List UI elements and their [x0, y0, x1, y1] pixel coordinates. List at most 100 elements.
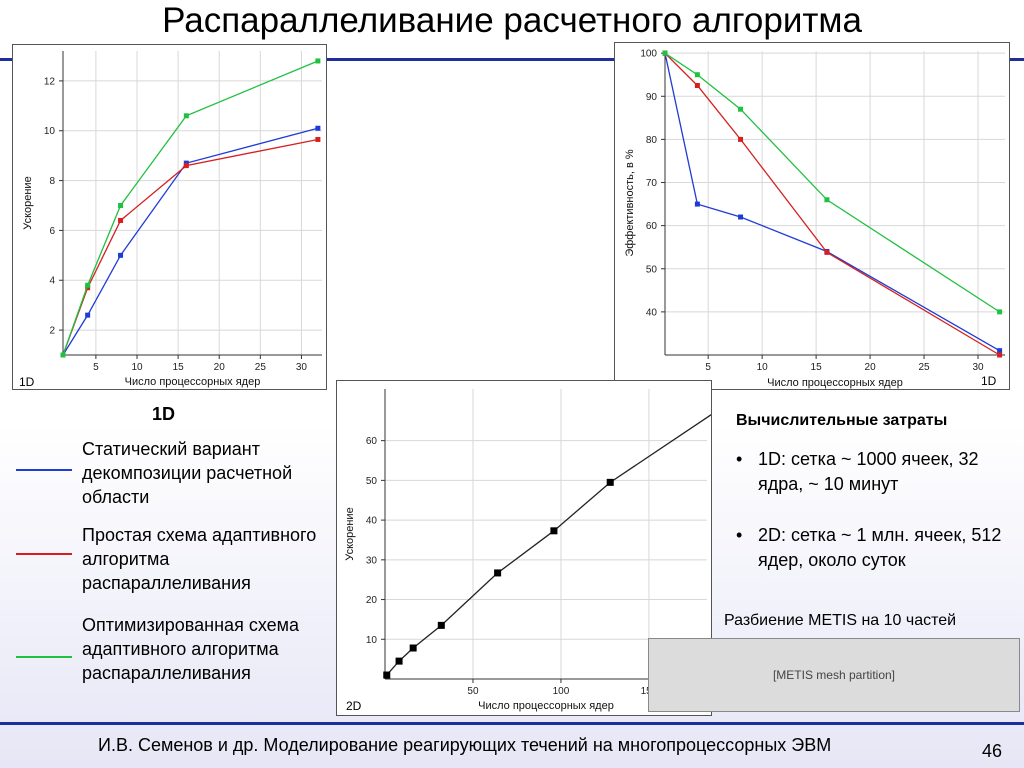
- costs-heading: Вычислительные затраты: [736, 412, 948, 429]
- y-tick-label: 6: [49, 226, 55, 237]
- data-point: [738, 214, 744, 220]
- x-tick-label: 20: [214, 362, 226, 373]
- bottom-rule: [0, 722, 1024, 725]
- y-tick-label: 8: [49, 176, 55, 187]
- y-tick-label: 40: [646, 307, 658, 318]
- x-tick-label: 15: [173, 362, 185, 373]
- y-tick-label: 4: [49, 276, 55, 287]
- series-line: [62, 60, 319, 356]
- x-tick-label: 30: [972, 362, 984, 373]
- data-point: [409, 644, 417, 652]
- data-point: [824, 249, 830, 255]
- y-tick-label: 60: [366, 436, 378, 447]
- data-point: [662, 50, 668, 56]
- data-point: [738, 136, 744, 142]
- data-point: [118, 252, 124, 258]
- data-point: [183, 163, 189, 169]
- data-point: [85, 312, 91, 318]
- legend-line-red: [16, 553, 72, 555]
- data-point: [606, 478, 614, 486]
- data-point: [997, 348, 1003, 354]
- y-tick-label: 90: [646, 92, 658, 103]
- y-tick-label: 10: [44, 126, 56, 137]
- data-point: [315, 136, 321, 142]
- y-axis-label: Ускорение: [22, 176, 34, 229]
- series-line: [62, 138, 319, 356]
- footer-text: И.В. Семенов и др. Моделирование реагиру…: [98, 735, 832, 755]
- y-axis-label: Ускорение: [344, 507, 356, 560]
- efficiency-1d-panel: 5 10 15 20 25 30 40 50 60 70 80 90 100 Число процессо…: [614, 42, 1010, 390]
- x-tick-label: 20: [865, 362, 877, 373]
- series-line: [62, 127, 319, 356]
- data-point: [997, 309, 1003, 315]
- x-tick-label: 50: [467, 686, 479, 697]
- data-point: [694, 72, 700, 78]
- efficiency-1d-chart: 5 10 15 20 25 30 40 50 60 70 80 90 100 Число процессо…: [624, 49, 1005, 389]
- x-tick-label: 25: [918, 362, 930, 373]
- y-tick-label: 80: [646, 135, 658, 146]
- speedup-2d-chart: 50100150102030405060Число процессорных я…: [344, 389, 711, 712]
- data-point: [694, 82, 700, 88]
- bullet-dot: •: [736, 525, 743, 545]
- legend-line-green: [16, 656, 72, 658]
- data-point: [494, 569, 502, 577]
- y-tick-label: 20: [366, 595, 378, 606]
- chart-tag: 1D: [19, 375, 35, 389]
- x-axis-label: Число процессорных ядер: [125, 376, 261, 388]
- data-point: [437, 621, 445, 629]
- data-point: [824, 197, 830, 203]
- x-tick-label: 10: [757, 362, 769, 373]
- bullet-dot: •: [736, 449, 743, 469]
- data-point: [694, 201, 700, 207]
- data-point: [60, 352, 66, 358]
- legend-text-static: Статический вариант декомпозиции расчетн…: [82, 439, 293, 507]
- y-tick-label: 40: [366, 516, 378, 527]
- top-rule: [0, 58, 1024, 61]
- speedup-1d-chart: 5 10 15 20 25 30 2 4 6 8 10 12 Число процессорных яд…: [22, 51, 322, 388]
- page-number: 46: [982, 741, 1003, 761]
- x-axis-label: Число процессорных ядер: [767, 377, 903, 389]
- y-tick-label: 12: [44, 76, 56, 87]
- legend-text-simple: Простая схема адаптивного алгоритма расп…: [82, 525, 317, 593]
- metis-caption: Разбиение METIS на 10 частей: [724, 612, 957, 629]
- y-tick-label: 100: [640, 49, 657, 60]
- data-point: [315, 58, 321, 64]
- y-tick-label: 60: [646, 221, 658, 232]
- y-tick-label: 30: [366, 555, 378, 566]
- y-tick-label: 10: [366, 635, 378, 646]
- data-point: [395, 657, 403, 665]
- data-point: [183, 113, 189, 119]
- x-tick-label: 30: [296, 362, 308, 373]
- metis-partition-image: [METIS mesh partition]: [648, 638, 1020, 712]
- data-point: [997, 352, 1003, 358]
- speedup-1d-panel: 5 10 15 20 25 30 2 4 6 8 10 12 Число процессорных яд…: [12, 44, 327, 390]
- series-line: [664, 53, 1000, 352]
- chart-tag: 1D: [981, 374, 997, 388]
- data-point: [738, 106, 744, 112]
- series-line: [664, 52, 1000, 356]
- y-tick-label: 50: [366, 476, 378, 487]
- x-tick-label: 10: [131, 362, 143, 373]
- data-point: [118, 202, 124, 208]
- x-tick-label: 5: [93, 362, 99, 373]
- data-point: [383, 671, 391, 679]
- data-point: [118, 217, 124, 223]
- x-tick-label: 15: [811, 362, 823, 373]
- legend-text-optimized: Оптимизированная схема адаптивного алгор…: [82, 615, 300, 683]
- x-tick-label: 5: [705, 362, 711, 373]
- y-tick-label: 70: [646, 178, 658, 189]
- slide-title: Распараллеливание расчетного алгоритма: [162, 1, 862, 40]
- x-axis-label: Число процессорных ядер: [478, 700, 614, 712]
- legend-heading: 1D: [152, 404, 176, 424]
- legend-line-blue: [16, 469, 72, 471]
- data-point: [315, 125, 321, 131]
- series-line: [386, 414, 711, 676]
- x-tick-label: 25: [255, 362, 267, 373]
- y-tick-label: 2: [49, 326, 55, 337]
- data-point: [550, 527, 558, 535]
- y-axis-label: Эффективность, в %: [624, 149, 636, 257]
- data-point: [85, 282, 91, 288]
- bullet-text: 1D: сетка ~ 1000 ячеек, 32 ядра, ~ 10 ми…: [758, 449, 979, 494]
- chart-tag: 2D: [346, 699, 362, 713]
- x-tick-label: 100: [553, 686, 570, 697]
